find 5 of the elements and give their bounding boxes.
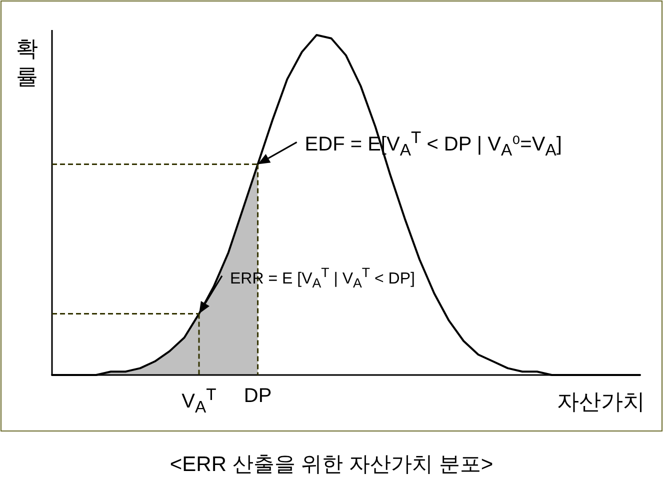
x-axis-title: 자산가치 <box>557 388 645 416</box>
x-tick-label: DP <box>244 385 272 408</box>
y-axis-title: 확률 <box>16 35 39 90</box>
annotation: ERR = E [V$_{A}$$^{T}$ | V$_{A}$$^{T}$ < DP] <box>229 264 416 290</box>
text: <ERR 산출을 위한 자산가치 분포> <box>170 452 494 478</box>
